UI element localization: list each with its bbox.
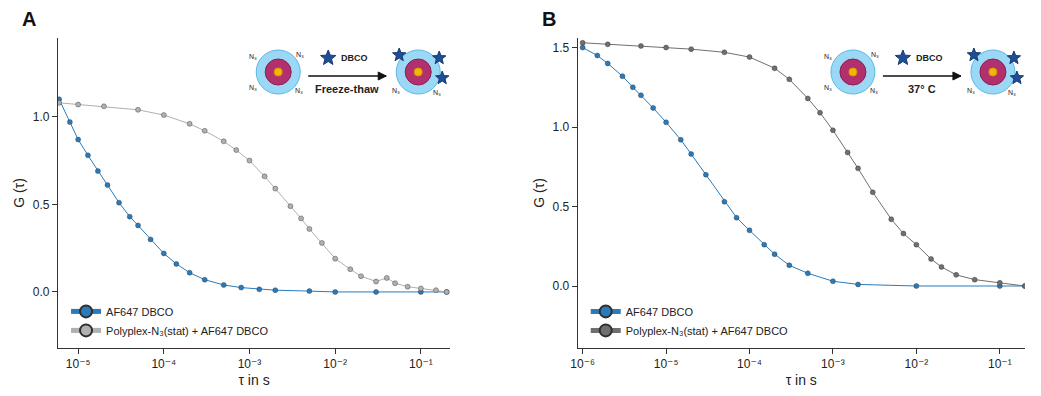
svg-text:10⁻²: 10⁻²: [323, 357, 347, 371]
svg-text:N₃: N₃: [824, 53, 832, 60]
svg-text:1.0: 1.0: [33, 110, 50, 124]
svg-text:τ in s: τ in s: [786, 372, 817, 388]
svg-text:Polyplex-N₃(stat) + AF647 DBCO: Polyplex-N₃(stat) + AF647 DBCO: [106, 325, 268, 337]
svg-text:37° C: 37° C: [908, 83, 936, 95]
svg-text:N₃: N₃: [433, 89, 441, 96]
svg-text:0.0: 0.0: [552, 279, 569, 293]
svg-text:N₃: N₃: [249, 84, 257, 91]
svg-text:DBCO: DBCO: [341, 53, 368, 63]
svg-text:10⁻⁵: 10⁻⁵: [654, 357, 679, 371]
svg-text:N₃: N₃: [295, 87, 303, 94]
svg-text:Polyplex-N₃(stat) + AF647 DBCO: Polyplex-N₃(stat) + AF647 DBCO: [626, 325, 788, 337]
svg-text:G (τ): G (τ): [11, 178, 27, 208]
svg-text:B: B: [542, 8, 556, 30]
svg-text:10⁻³: 10⁻³: [238, 357, 262, 371]
svg-text:10⁻⁶: 10⁻⁶: [570, 357, 595, 371]
svg-text:10⁻¹: 10⁻¹: [988, 357, 1012, 371]
svg-text:τ in s: τ in s: [238, 372, 269, 388]
svg-text:N₃: N₃: [249, 53, 257, 60]
svg-text:1.0: 1.0: [552, 120, 569, 134]
svg-text:A: A: [22, 8, 36, 30]
svg-text:0.0: 0.0: [33, 285, 50, 299]
svg-text:G (τ): G (τ): [531, 178, 547, 208]
svg-text:N₃: N₃: [870, 87, 878, 94]
svg-text:N₃: N₃: [392, 87, 400, 94]
svg-text:0.5: 0.5: [552, 200, 569, 214]
svg-text:N₃: N₃: [871, 51, 879, 58]
svg-text:1.5: 1.5: [552, 41, 569, 55]
svg-text:N₃: N₃: [967, 87, 975, 94]
svg-text:N₃: N₃: [296, 51, 304, 58]
svg-text:10⁻³: 10⁻³: [821, 357, 845, 371]
svg-text:10⁻⁵: 10⁻⁵: [66, 357, 91, 371]
svg-text:0.5: 0.5: [33, 198, 50, 212]
svg-text:N₃: N₃: [1008, 89, 1016, 96]
svg-text:AF647 DBCO: AF647 DBCO: [626, 306, 694, 318]
svg-text:DBCO: DBCO: [916, 53, 943, 63]
svg-text:Freeze-thaw: Freeze-thaw: [315, 83, 379, 95]
svg-text:10⁻¹: 10⁻¹: [409, 357, 433, 371]
svg-text:10⁻⁴: 10⁻⁴: [151, 357, 176, 371]
svg-text:N₃: N₃: [824, 84, 832, 91]
svg-text:10⁻⁴: 10⁻⁴: [737, 357, 762, 371]
svg-text:10⁻²: 10⁻²: [905, 357, 929, 371]
svg-text:AF647 DBCO: AF647 DBCO: [106, 306, 174, 318]
